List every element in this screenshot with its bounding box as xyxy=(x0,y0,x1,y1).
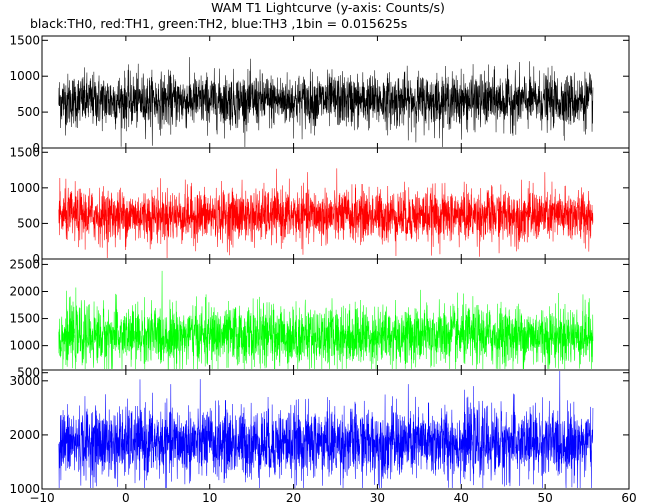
x-tick-label: 10 xyxy=(202,491,217,504)
y-tick-label: 2500 xyxy=(9,257,40,271)
y-tick-label: 2000 xyxy=(9,284,40,298)
series-th2-line xyxy=(58,270,594,370)
panel-frame xyxy=(41,258,630,371)
y-tick-label: 1500 xyxy=(9,33,40,47)
x-tick-label: 60 xyxy=(621,491,636,504)
series-th1-line xyxy=(58,168,594,259)
x-tick-label: 20 xyxy=(286,491,301,504)
x-tick-label: 40 xyxy=(454,491,469,504)
x-tick-label: 0 xyxy=(122,491,130,504)
panel-th2: 500 1000 1500 2000 2500 xyxy=(9,257,630,380)
y-tick-label: 1500 xyxy=(9,145,40,159)
chart-subtitle: black:TH0, red:TH1, green:TH2, blue:TH3 … xyxy=(30,16,407,31)
y-tick-label: 1000 xyxy=(9,69,40,83)
x-tick-label: 50 xyxy=(538,491,553,504)
chart-title: WAM T1 Lightcurve (y-axis: Counts/s) xyxy=(211,0,445,15)
panel-th3: 1000 2000 3000 −10 0 10 20 30 40 50 60 xyxy=(9,369,637,504)
y-tick-label: 1000 xyxy=(9,482,40,496)
y-tick-label: 500 xyxy=(17,366,40,380)
y-tick-label: 1000 xyxy=(9,181,40,195)
panel-frame xyxy=(41,369,630,490)
series-th3-line xyxy=(58,370,594,489)
panel-th0: 0 500 1000 1500 xyxy=(9,33,630,155)
y-tick-label: 1500 xyxy=(9,312,40,326)
y-tick-label: 500 xyxy=(17,105,40,119)
series-th0-line xyxy=(58,57,594,148)
y-tick-label: 0 xyxy=(32,141,40,155)
y-tick-label: 3000 xyxy=(9,374,40,388)
x-tick-label: 30 xyxy=(370,491,385,504)
x-tick-label: −10 xyxy=(29,491,54,504)
y-tick-label: 500 xyxy=(17,216,40,230)
y-tick-label: 1000 xyxy=(9,339,40,353)
panels: 0500100015000500100015005001000150020002… xyxy=(9,33,636,504)
y-tick-label: 0 xyxy=(32,252,40,266)
panel-th1: 0 500 1000 1500 xyxy=(9,145,630,266)
y-tick-label: 2000 xyxy=(9,428,40,442)
